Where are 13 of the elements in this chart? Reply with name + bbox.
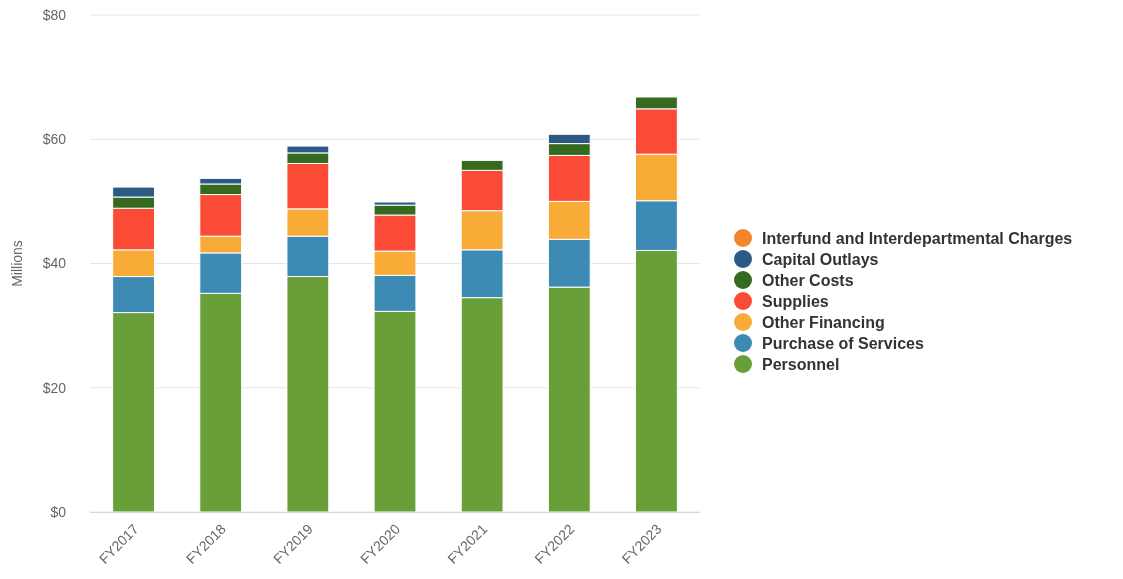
y-tick-label: $0 xyxy=(50,503,67,520)
y-tick-label: $20 xyxy=(42,379,67,396)
legend-label: Other Financing xyxy=(762,313,885,331)
y-tick-label: $80 xyxy=(42,6,67,23)
legend-label: Personnel xyxy=(762,355,840,373)
legend-label: Capital Outlays xyxy=(762,250,879,268)
y-axis-title: Millions xyxy=(9,240,25,287)
legend-label: Supplies xyxy=(762,292,829,310)
legend-label: Interfund and Interdepartmental Charges xyxy=(762,229,1073,247)
legend-label: Other Costs xyxy=(762,271,854,289)
y-tick-label: $60 xyxy=(42,131,67,148)
legend-label: Purchase of Services xyxy=(762,334,924,352)
y-tick-label: $40 xyxy=(42,255,67,272)
